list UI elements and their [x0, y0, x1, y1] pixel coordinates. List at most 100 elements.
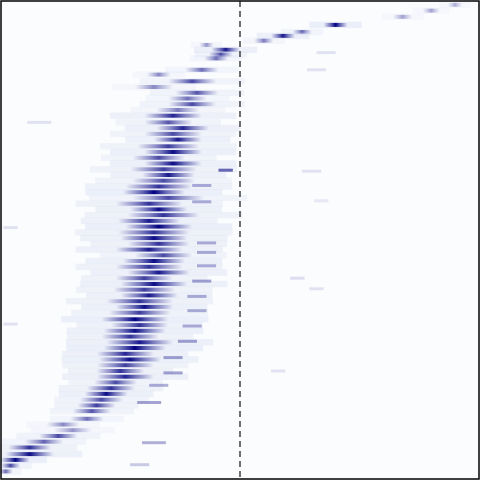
heatmap-scatter-mark — [197, 241, 217, 245]
heatmap-row — [292, 30, 312, 35]
heatmap-row — [115, 304, 174, 309]
heatmap-row — [168, 79, 217, 84]
heatmap-scatter-mark — [3, 322, 18, 326]
heatmap-row — [254, 38, 274, 43]
heatmap-row — [120, 236, 188, 241]
heatmap-row — [168, 96, 207, 101]
heatmap-row — [115, 276, 174, 281]
heatmap-row — [323, 22, 348, 27]
heatmap-row — [154, 137, 202, 142]
heatmap-scatter-mark — [137, 401, 162, 404]
heatmap-scatter-mark — [197, 250, 217, 254]
heatmap-row — [125, 224, 193, 229]
heatmap-row — [122, 259, 185, 263]
heatmap-row — [120, 293, 178, 298]
heatmap-row — [271, 33, 295, 38]
heatmap-row — [115, 247, 183, 252]
heatmap-row — [46, 422, 80, 427]
heatmap-row — [106, 299, 174, 304]
heatmap-row — [125, 184, 193, 189]
heatmap-row — [144, 150, 202, 154]
heatmap-row — [118, 218, 181, 223]
heatmap-scatter-mark — [306, 68, 326, 72]
heatmap-row — [132, 195, 205, 200]
heatmap-row — [101, 334, 159, 339]
heatmap-row — [127, 213, 200, 218]
heatmap-row — [127, 270, 190, 275]
heatmap-row — [422, 8, 440, 13]
heatmap-row — [127, 241, 190, 246]
heatmap-row — [118, 230, 190, 235]
heatmap-scatter-mark — [192, 279, 212, 283]
heatmap-row — [146, 72, 171, 77]
heatmap-row — [168, 102, 217, 107]
heatmap-row — [204, 56, 229, 61]
heatmap-row — [0, 469, 13, 474]
heatmap-row — [132, 155, 186, 160]
heatmap-row — [122, 190, 185, 195]
heatmap-scatter-mark — [314, 199, 329, 203]
heatmap-row — [84, 391, 128, 396]
heatmap-row — [185, 67, 219, 72]
heatmap-row — [87, 386, 135, 391]
heatmap-row — [72, 409, 111, 414]
heatmap-scatter-mark — [192, 200, 212, 204]
heatmap-scatter-mark — [187, 294, 207, 298]
heatmap-row — [130, 207, 188, 212]
heatmap-row — [8, 445, 52, 450]
heatmap-row — [96, 369, 145, 373]
heatmap-scatter-mark — [182, 324, 202, 328]
heatmap-row — [120, 282, 188, 286]
heatmap-row — [144, 131, 202, 136]
heatmap-scatter-mark — [218, 168, 233, 172]
heatmap-row — [115, 201, 183, 206]
heatmap-scatter-mark — [309, 287, 324, 291]
heatmap-row — [144, 113, 202, 118]
heatmap-row — [134, 85, 173, 89]
heatmap-scatter-mark — [142, 441, 166, 445]
heatmap-row — [24, 439, 64, 444]
heatmap-scatter-mark — [27, 120, 52, 124]
heatmap-marks — [0, 1, 471, 475]
heatmap-row — [5, 452, 54, 457]
heatmap-row — [110, 323, 169, 328]
heatmap-row — [156, 108, 200, 112]
heatmap-row — [79, 397, 123, 402]
heatmap-row — [115, 264, 183, 269]
heatmap-row — [108, 310, 171, 315]
heatmap-row — [106, 340, 174, 345]
heatmap-row — [1, 457, 30, 462]
heatmap-row — [94, 380, 138, 385]
heatmap-row — [142, 173, 195, 177]
heatmap-row — [96, 363, 154, 368]
heatmap-row — [447, 2, 463, 7]
heatmap-scatter-mark — [302, 169, 322, 173]
heatmap-scatter-mark — [149, 383, 169, 387]
heatmap-scatter-mark — [192, 184, 212, 187]
heatmap-scatter-mark — [197, 264, 217, 268]
heatmap-row — [199, 43, 214, 47]
heatmap-row — [132, 178, 195, 183]
heatmap-scatter-mark — [177, 339, 197, 343]
heatmap-row — [144, 161, 202, 166]
heatmap-row — [137, 144, 200, 149]
heatmap-row — [1, 463, 21, 468]
heatmap-row — [208, 52, 233, 57]
heatmap-scatter-mark — [271, 369, 286, 373]
heatmap-scatter-mark — [218, 168, 233, 172]
heatmap-scatter-mark — [290, 276, 305, 280]
heatmap-row — [96, 351, 154, 356]
heatmap-row — [77, 403, 116, 408]
heatmap-scatter-mark — [163, 371, 183, 375]
heatmap-row — [113, 287, 176, 292]
heatmap-row — [99, 357, 162, 362]
heatmap-row — [134, 253, 193, 258]
heatmap-row — [70, 416, 104, 421]
heatmap-row — [53, 428, 92, 433]
heatmap-row — [175, 90, 219, 95]
heatmap-scatter-mark — [130, 463, 150, 467]
heatmap-row — [39, 434, 78, 438]
heatmap-row — [144, 120, 193, 125]
heatmap-row — [156, 126, 209, 131]
heatmap-row — [211, 47, 240, 52]
